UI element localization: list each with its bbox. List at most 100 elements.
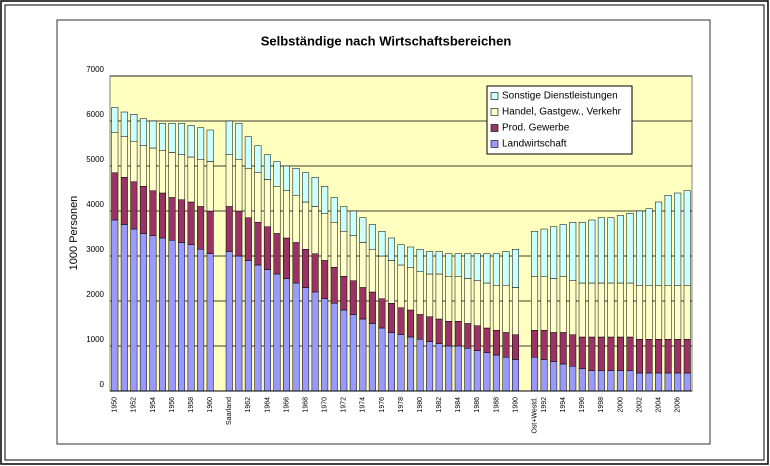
bar-segment xyxy=(197,127,205,160)
bar-segment xyxy=(340,206,348,232)
bar-segment xyxy=(263,269,271,392)
x-tick-label: 2004 xyxy=(655,397,662,413)
bar-segment xyxy=(387,260,395,304)
bar-segment xyxy=(197,206,205,250)
x-tick-label: 1976 xyxy=(379,397,386,413)
x-tick-label: 1958 xyxy=(188,397,195,413)
bar-segment xyxy=(340,309,348,392)
bar-segment xyxy=(407,309,415,338)
bar-segment xyxy=(263,226,271,270)
bar-segment xyxy=(168,240,176,392)
bar-segment xyxy=(283,237,291,279)
x-tick-label: 1954 xyxy=(150,397,157,413)
x-tick-label: 1978 xyxy=(398,397,405,413)
bar-segment xyxy=(139,233,147,392)
bar-segment xyxy=(435,318,443,344)
bar-segment xyxy=(674,372,682,392)
bar-segment xyxy=(664,339,672,374)
bar-segment xyxy=(149,190,157,236)
bar-segment xyxy=(674,285,682,340)
bar-segment xyxy=(235,123,243,160)
bar-segment xyxy=(636,372,644,392)
bar-segment xyxy=(321,260,329,299)
bar-segment xyxy=(445,276,453,322)
bar-segment xyxy=(111,219,119,392)
bar-segment xyxy=(540,228,548,277)
bar-segment xyxy=(273,273,281,392)
bar-segment xyxy=(492,354,500,392)
bar-segment xyxy=(540,276,548,331)
x-tick-label: 1988 xyxy=(493,397,500,413)
legend-swatch xyxy=(490,124,499,132)
y-tick-label: 6000 xyxy=(86,110,104,119)
bar-segment xyxy=(607,370,615,392)
bar-segment xyxy=(416,339,424,392)
bar-segment xyxy=(139,118,147,146)
bar-segment xyxy=(588,219,596,284)
bar-segment xyxy=(683,190,691,286)
bar-segment xyxy=(550,226,558,279)
bar-segment xyxy=(502,332,510,358)
bar-segment xyxy=(559,224,567,277)
x-tick-label: 1992 xyxy=(541,397,548,413)
bar-segment xyxy=(387,332,395,392)
bar-segment xyxy=(225,120,233,155)
bar-segment xyxy=(569,366,577,392)
bar-segment xyxy=(397,307,405,335)
bar-segment xyxy=(645,208,653,286)
bar-segment xyxy=(588,336,596,371)
bar-segment xyxy=(273,186,281,234)
bar-segment xyxy=(540,359,548,392)
bar-segment xyxy=(435,251,443,275)
bar-segment xyxy=(607,217,615,284)
bar-segment xyxy=(359,287,367,320)
bar-segment xyxy=(292,282,300,392)
bar-segment xyxy=(492,253,500,286)
y-tick-label: 1000 xyxy=(86,335,104,344)
bar-segment xyxy=(435,273,443,320)
bar-segment xyxy=(597,217,605,284)
bar-segment xyxy=(473,280,481,326)
bar-segment xyxy=(569,280,577,335)
bar-segment xyxy=(502,251,510,286)
bar-segment xyxy=(130,228,138,392)
bar-segment xyxy=(511,334,519,360)
bar-segment xyxy=(645,372,653,392)
bar-segment xyxy=(311,291,319,392)
bar-segment xyxy=(254,145,262,173)
bar-segment xyxy=(168,197,176,241)
bar-segment xyxy=(597,336,605,371)
bar-segment xyxy=(531,276,539,331)
bar-segment xyxy=(531,330,539,358)
bar-segment xyxy=(321,298,329,392)
x-tick-label: 1950 xyxy=(112,397,119,413)
x-tick-label: 1994 xyxy=(560,397,567,413)
legend-label: Sonstige Dienstleistungen xyxy=(502,91,618,102)
bar-segment xyxy=(244,260,252,392)
bar-segment xyxy=(349,314,357,392)
bar-segment xyxy=(311,253,319,293)
bar-segment xyxy=(407,267,415,311)
legend-swatch xyxy=(490,92,499,100)
bar-segment xyxy=(349,280,357,315)
bar-segment xyxy=(435,343,443,392)
bar-segment xyxy=(263,179,271,227)
bar-segment xyxy=(626,336,634,371)
bar-segment xyxy=(273,233,281,275)
bar-segment xyxy=(178,199,186,243)
bar-segment xyxy=(244,136,252,169)
legend-label: Handel, Gastgew., Verkehr xyxy=(502,107,622,118)
legend-label: Landwirtschaft xyxy=(502,139,567,150)
bar-segment xyxy=(168,152,176,198)
bar-segment xyxy=(445,253,453,277)
y-axis-label: 1000 Personen xyxy=(68,196,80,271)
bar-segment xyxy=(607,282,615,338)
bar-segment xyxy=(464,348,472,392)
bar-segment xyxy=(559,276,567,333)
bar-segment xyxy=(464,253,472,279)
bar-segment xyxy=(158,123,166,151)
bar-segment xyxy=(254,222,262,266)
x-tick-label: Ost+Westd. xyxy=(531,397,538,434)
bar-segment xyxy=(158,192,166,239)
